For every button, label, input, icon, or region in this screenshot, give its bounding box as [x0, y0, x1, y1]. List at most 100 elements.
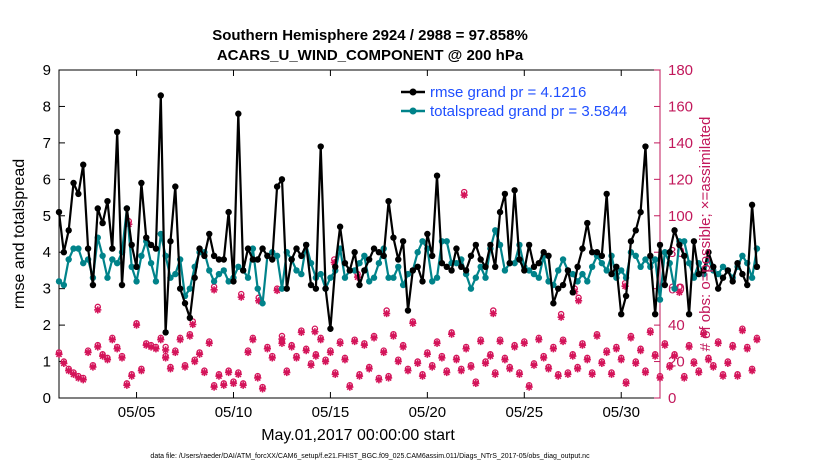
rmse-point: [443, 263, 450, 270]
rmse-point: [317, 143, 324, 150]
obs-assimilated-marker: [113, 345, 121, 353]
star-stroke: [744, 345, 751, 352]
rmse-point: [584, 219, 591, 227]
rmse-point: [714, 285, 722, 292]
totalspread-point: [259, 300, 266, 307]
obs-assimilated-marker: [447, 330, 456, 338]
rmse-point: [302, 241, 310, 249]
totalspread-point: [419, 238, 426, 245]
rmse-point: [254, 256, 261, 263]
obs-assimilated-marker: [317, 336, 325, 344]
rmse-point: [453, 245, 460, 252]
rmse-point: [424, 230, 431, 238]
obs-assimilated-marker: [574, 365, 582, 373]
star-stroke: [385, 374, 392, 382]
obs-assimilated-marker: [506, 365, 514, 373]
rmse-point: [176, 285, 184, 292]
obs-assimilated-marker: [321, 357, 330, 366]
star-stroke: [215, 372, 223, 380]
obs-assimilated-marker: [370, 334, 378, 342]
star-stroke: [584, 356, 591, 363]
obs-assimilated-marker: [132, 321, 141, 329]
star-stroke: [501, 356, 509, 363]
totalspread-point: [341, 274, 349, 281]
star-stroke: [167, 365, 174, 373]
star-stroke: [511, 343, 518, 351]
rmse-point: [627, 238, 635, 245]
totalspread-point: [482, 274, 489, 281]
rmse-point: [632, 227, 639, 234]
rmse-point: [181, 300, 189, 307]
obs-assimilated-marker: [557, 313, 565, 321]
rmse-point: [104, 198, 111, 205]
star-stroke: [579, 341, 586, 349]
chart-title: Southern Hemisphere 2924 / 2988 = 97.858…: [212, 27, 528, 44]
rmse-point: [448, 267, 455, 274]
obs-assimilated-marker: [394, 357, 402, 366]
rmse-point: [152, 245, 160, 252]
obs-assimilated-marker: [118, 354, 126, 362]
star-stroke: [259, 385, 266, 393]
obs-assimilated-marker: [443, 368, 451, 377]
obs-assimilated-marker: [288, 343, 296, 351]
obs-assimilated-marker: [355, 372, 364, 380]
obs-assimilated-marker: [74, 374, 82, 382]
obs-assimilated-marker: [564, 370, 572, 378]
rmse-point: [230, 278, 237, 285]
obs-assimilated-marker: [297, 328, 305, 336]
star-stroke: [482, 360, 489, 367]
totalspread-point: [477, 263, 484, 270]
obs-assimilated-marker: [578, 341, 587, 349]
y-tick-label: 2: [43, 317, 51, 334]
star-stroke: [575, 297, 582, 304]
star-stroke: [637, 347, 644, 354]
totalspread-point: [206, 267, 213, 274]
rmse-point: [569, 289, 576, 296]
obs-assimilated-marker: [79, 376, 87, 384]
star-stroke: [235, 371, 242, 378]
star-stroke: [472, 380, 479, 387]
rmse-point: [506, 259, 513, 267]
obs-assimilated-marker: [137, 367, 145, 375]
star-stroke: [395, 358, 402, 365]
obs-assimilated-marker: [549, 345, 557, 353]
star-stroke: [210, 383, 218, 391]
star-stroke: [65, 367, 72, 374]
star-stroke: [89, 363, 97, 371]
rmse-point: [336, 223, 344, 230]
star-stroke: [695, 369, 702, 376]
totalspread-point: [429, 278, 436, 285]
rmse-point: [579, 245, 586, 252]
totalspread-point: [496, 241, 504, 249]
obs-assimilated-marker: [351, 337, 359, 346]
totalspread-point: [254, 285, 261, 292]
obs-assimilated-marker: [540, 354, 548, 362]
obs-assimilated-marker: [346, 383, 354, 391]
rmse-point: [671, 227, 678, 234]
obs-assimilated-marker: [525, 383, 533, 391]
star-stroke: [361, 341, 368, 349]
totalspread-point: [390, 274, 397, 281]
totalspread-point: [501, 267, 509, 274]
rmse-point: [356, 281, 363, 289]
obs-assimilated-marker: [520, 339, 528, 347]
star-stroke: [647, 329, 654, 336]
rmse-point: [477, 256, 484, 263]
obs-assimilated-marker: [166, 365, 175, 373]
obs-assimilated-marker: [438, 354, 446, 362]
rmse-point: [574, 263, 581, 270]
totalspread-point: [210, 278, 218, 285]
y2-tick-label: 120: [668, 171, 693, 188]
obs-assimilated-marker: [128, 372, 136, 380]
totalspread-point: [327, 274, 334, 281]
rmse-point: [564, 267, 572, 274]
y-tick-label: 4: [43, 244, 51, 261]
rmse-point: [191, 274, 198, 281]
rmse-point: [525, 241, 533, 249]
star-stroke: [593, 332, 601, 340]
star-stroke: [540, 354, 547, 362]
totalspread-point: [555, 267, 562, 274]
star-stroke: [370, 334, 378, 342]
totalspread-point: [443, 238, 450, 245]
